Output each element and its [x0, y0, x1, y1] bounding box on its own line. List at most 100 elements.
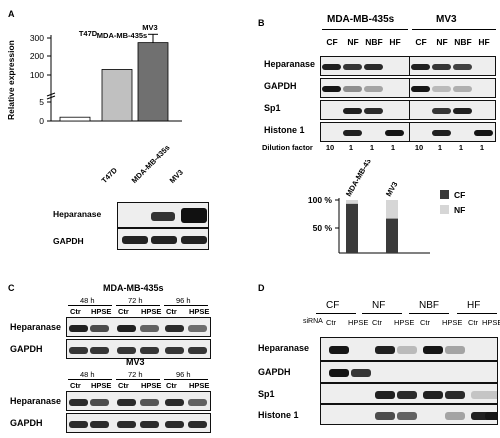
cell-line-header: MDA-MB-435s — [327, 14, 395, 25]
blot-row-label: Sp1 — [264, 103, 281, 113]
fraction-line — [316, 313, 356, 314]
lane-label: NBF — [365, 37, 383, 47]
band — [453, 64, 472, 70]
blot-strip — [66, 317, 211, 337]
lane-label: T47D — [99, 165, 119, 185]
dilution-value: 1 — [390, 143, 396, 152]
stacked-bar-nf — [346, 200, 358, 204]
category-label: MV3 — [142, 23, 157, 32]
band — [69, 421, 88, 428]
lane-label: HPSE — [394, 318, 415, 327]
lane-label: HPSE — [348, 318, 369, 327]
panel-b-letter: B — [258, 18, 265, 28]
lane-label: Ctr — [468, 318, 478, 327]
band — [411, 86, 430, 92]
time-group-line — [164, 305, 208, 306]
lane-label: HPSE — [91, 307, 112, 316]
blot-strip — [320, 337, 498, 361]
band — [364, 108, 383, 114]
band — [329, 346, 349, 354]
blot-strip — [320, 56, 496, 76]
band — [343, 108, 362, 114]
band — [165, 399, 184, 406]
band — [188, 399, 207, 406]
category-label: MDA-MB-435s — [97, 31, 147, 40]
dilution-label: Dilution factor — [262, 143, 313, 152]
cell-line-title: MDA-MB-435s — [103, 283, 164, 293]
header-underline — [412, 29, 496, 30]
blot-strip — [66, 413, 211, 433]
time-group-line — [116, 379, 160, 380]
band — [69, 325, 88, 332]
panel-a-expression-chart: Relative expression 300 200 100 5 0 T47D MDA-… — [6, 23, 182, 126]
stacked-bar-cf — [346, 203, 358, 253]
band — [165, 325, 184, 332]
legend-label: NF — [454, 205, 465, 215]
band — [375, 346, 395, 354]
y-tick-label: 300 — [30, 33, 44, 43]
band — [140, 421, 159, 428]
fraction-label: CF — [326, 300, 340, 311]
band — [117, 399, 136, 406]
lane-label: HPSE — [141, 381, 162, 390]
band — [375, 390, 395, 399]
lane-label: Ctr — [166, 381, 177, 390]
band — [397, 390, 417, 399]
fraction-label: NBF — [419, 300, 439, 311]
fraction-label: HF — [467, 300, 481, 311]
lane-label: HF — [478, 37, 490, 47]
panel-a-gapdh-blot — [117, 228, 209, 250]
band — [474, 130, 493, 136]
dilution-value: 1 — [369, 143, 375, 152]
category-label: T47D — [79, 29, 98, 38]
band — [351, 369, 371, 377]
band — [471, 390, 491, 399]
band — [90, 325, 109, 332]
lane-label: Ctr — [372, 318, 382, 327]
blot-strip — [320, 122, 496, 142]
time-label: 96 h — [176, 296, 191, 305]
panel-d-letter: D — [258, 283, 265, 293]
lane-label: MDA-MB-435s — [129, 142, 172, 185]
blot-strip — [66, 391, 211, 411]
dilution-value: 1 — [458, 143, 464, 152]
blot-row-label: Heparanase — [53, 209, 102, 219]
y-tick-label: 50 % — [313, 223, 333, 233]
time-group-line — [116, 305, 160, 306]
band — [445, 346, 465, 354]
blot-row-label: GAPDH — [10, 418, 43, 428]
lane-label: CF — [326, 37, 338, 47]
band — [69, 347, 88, 354]
panel-a-letter: A — [8, 9, 15, 19]
fraction-line — [457, 313, 497, 314]
band — [188, 325, 207, 332]
y-tick-label: 5 — [39, 97, 44, 107]
time-label: 48 h — [80, 296, 95, 305]
bar-mda-mb-435s — [101, 69, 133, 122]
legend-label: CF — [454, 190, 465, 200]
band — [385, 130, 404, 136]
time-group-line — [68, 305, 112, 306]
blot-row-label: Heparanase — [10, 322, 62, 332]
band — [445, 390, 465, 399]
band — [329, 369, 349, 377]
band — [445, 411, 465, 420]
band — [165, 347, 184, 354]
blot-row-label: GAPDH — [53, 236, 84, 246]
cell-line-header: MV3 — [436, 14, 457, 25]
band — [375, 411, 395, 420]
band — [343, 64, 362, 70]
time-label: 72 h — [128, 296, 143, 305]
blot-row-label: GAPDH — [264, 81, 297, 91]
panel-a-blot-lane-labels: T47D MDA-MB-435s MV3 — [54, 143, 214, 198]
stacked-bar-nf — [386, 200, 398, 219]
band — [140, 325, 159, 332]
strip-separator — [409, 123, 410, 141]
y-axis-label: Relative expression — [6, 40, 16, 120]
y-tick-label: 100 % — [308, 195, 333, 205]
band — [397, 346, 417, 354]
band — [188, 347, 207, 354]
dilution-value: 10 — [325, 143, 335, 152]
y-tick-label: 0 — [39, 116, 44, 126]
band — [453, 108, 472, 114]
